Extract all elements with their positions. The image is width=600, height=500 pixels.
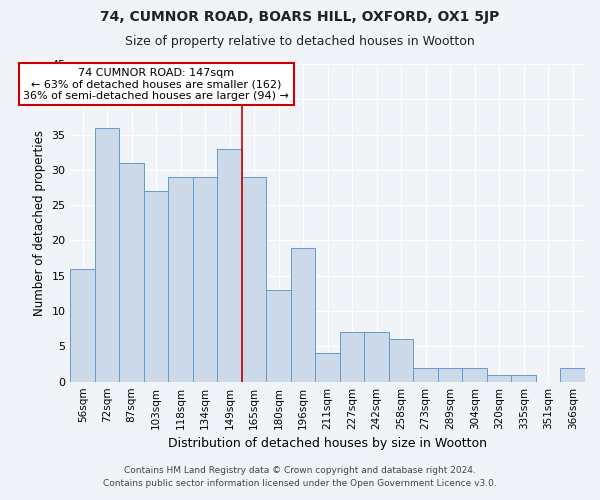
- Bar: [169, 177, 193, 382]
- Bar: [70, 268, 95, 382]
- Bar: [560, 368, 585, 382]
- Y-axis label: Number of detached properties: Number of detached properties: [33, 130, 46, 316]
- Bar: [291, 248, 316, 382]
- Text: Contains HM Land Registry data © Crown copyright and database right 2024.
Contai: Contains HM Land Registry data © Crown c…: [103, 466, 497, 487]
- Text: Size of property relative to detached houses in Wootton: Size of property relative to detached ho…: [125, 35, 475, 48]
- Bar: [340, 332, 364, 382]
- Bar: [95, 128, 119, 382]
- Bar: [316, 354, 340, 382]
- Bar: [217, 148, 242, 382]
- Bar: [413, 368, 438, 382]
- Bar: [487, 374, 511, 382]
- Bar: [511, 374, 536, 382]
- Text: 74 CUMNOR ROAD: 147sqm
← 63% of detached houses are smaller (162)
36% of semi-de: 74 CUMNOR ROAD: 147sqm ← 63% of detached…: [23, 68, 289, 100]
- Bar: [364, 332, 389, 382]
- Bar: [266, 290, 291, 382]
- Text: 74, CUMNOR ROAD, BOARS HILL, OXFORD, OX1 5JP: 74, CUMNOR ROAD, BOARS HILL, OXFORD, OX1…: [100, 10, 500, 24]
- Bar: [463, 368, 487, 382]
- Bar: [242, 177, 266, 382]
- X-axis label: Distribution of detached houses by size in Wootton: Distribution of detached houses by size …: [168, 437, 487, 450]
- Bar: [438, 368, 463, 382]
- Bar: [144, 191, 169, 382]
- Bar: [119, 163, 144, 382]
- Bar: [193, 177, 217, 382]
- Bar: [389, 340, 413, 382]
